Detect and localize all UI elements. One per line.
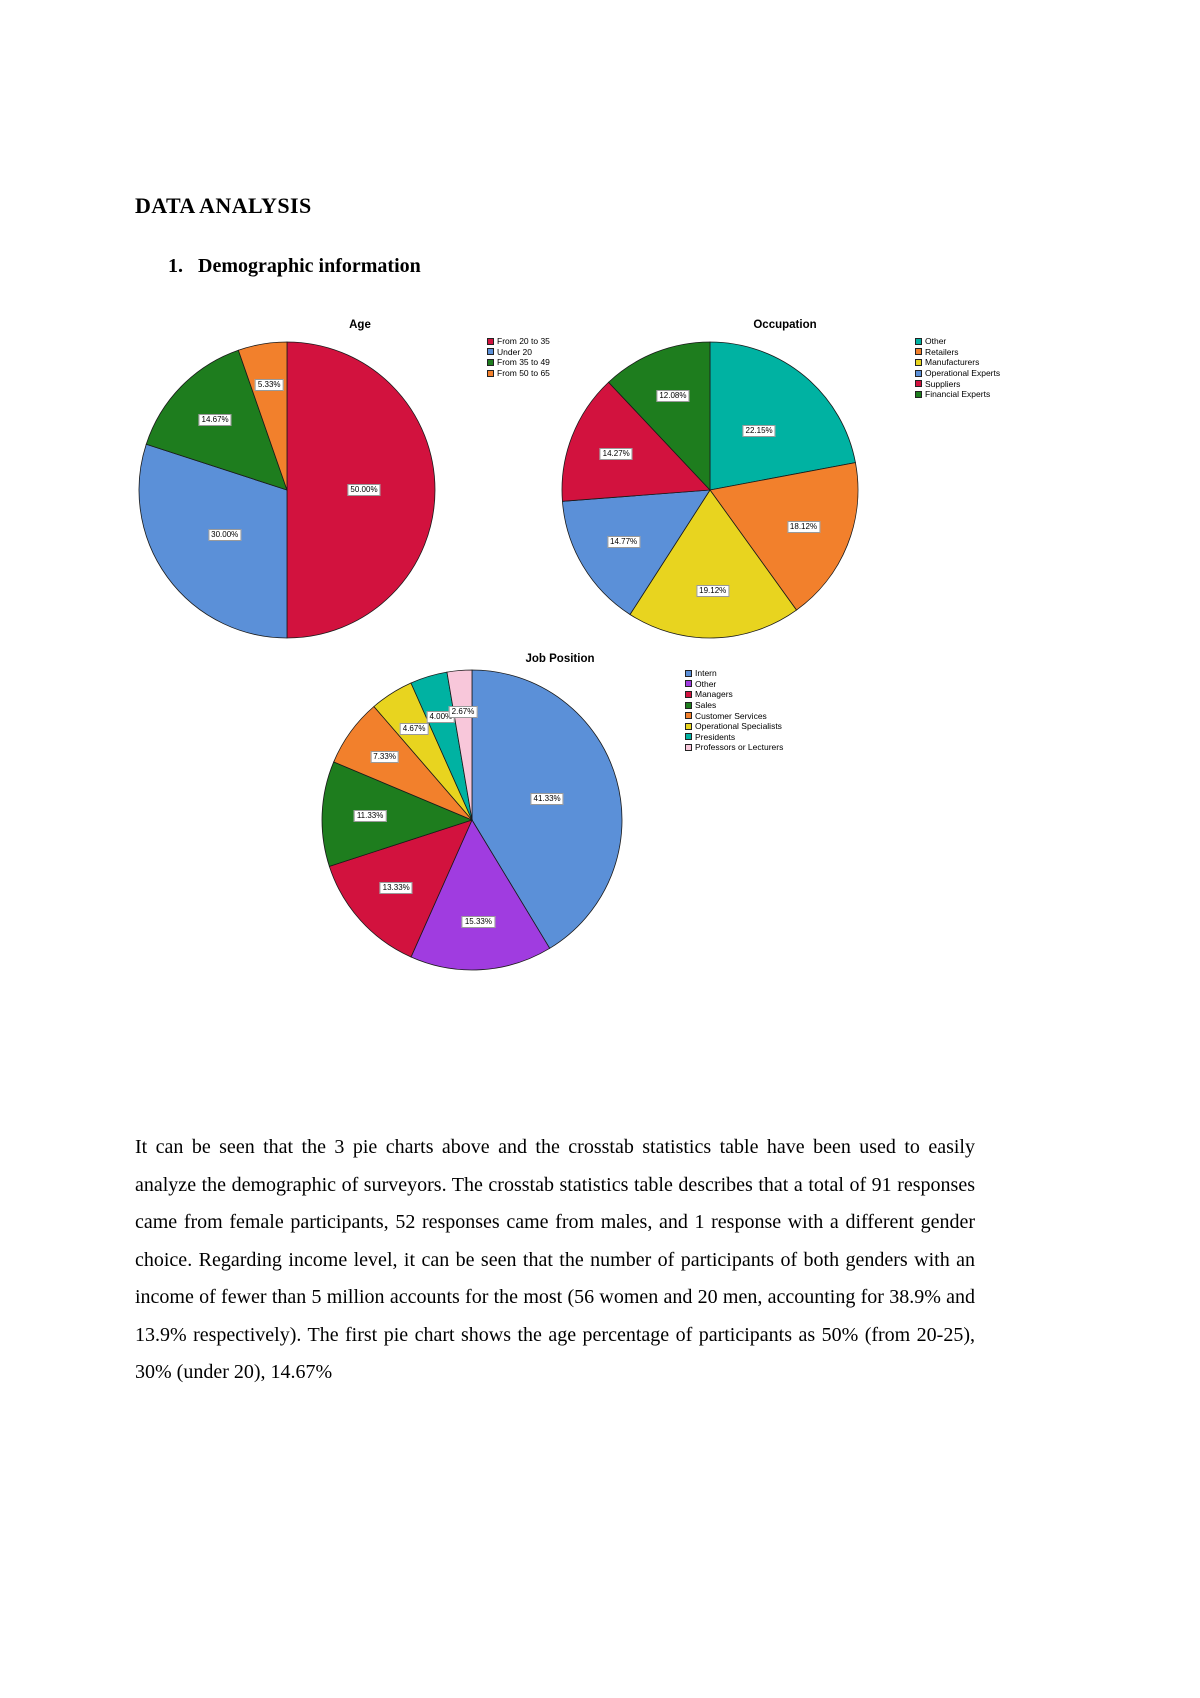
legend-swatch-icon bbox=[685, 701, 692, 709]
age-pie-chart: Age 50.00% 30.00% 14.67% 5.33% From 20 to 35 U… bbox=[135, 314, 585, 654]
slice-label-manufacturers: 19.12% bbox=[696, 584, 730, 597]
legend-label: Presidents bbox=[695, 731, 736, 742]
occupation-pie-chart: Occupation 22.15% 18.12% 19.12% 14.77% 14.27%… bbox=[560, 314, 1010, 654]
slice-label-professors-or-lecturers: 2.67% bbox=[448, 706, 478, 719]
legend-item-other: Other bbox=[915, 336, 1000, 347]
slice-label-suppliers: 14.27% bbox=[599, 447, 633, 460]
chart-legend: Other Retailers Manufacturers Operational E… bbox=[915, 336, 1000, 400]
pie-slice-other bbox=[410, 819, 551, 971]
legend-item-manufacturers: Manufacturers bbox=[915, 357, 1000, 368]
slice-label-from-50-to-65: 5.33% bbox=[254, 378, 284, 391]
legend-item-from-35-to-49: From 35 to 49 bbox=[487, 357, 550, 368]
pie-slice-suppliers bbox=[561, 381, 711, 502]
slice-label-intern: 41.33% bbox=[530, 793, 564, 805]
legend-label: From 20 to 35 bbox=[497, 336, 550, 347]
slice-label-from-35-to-49: 14.67% bbox=[198, 413, 232, 426]
legend-label: Other bbox=[925, 336, 947, 347]
section-number: 1. bbox=[168, 255, 183, 277]
legend-item-from-20-to-35: From 20 to 35 bbox=[487, 336, 550, 347]
legend-label: Under 20 bbox=[497, 346, 532, 357]
slice-label-sales: 11.33% bbox=[353, 809, 387, 822]
legend-label: Intern bbox=[695, 668, 717, 679]
legend-swatch-icon bbox=[685, 743, 692, 751]
slice-label-operational-experts: 14.77% bbox=[607, 535, 641, 548]
legend-swatch-icon bbox=[685, 690, 692, 698]
legend-item-suppliers: Suppliers bbox=[915, 378, 1000, 389]
legend-label: Operational Experts bbox=[925, 368, 1001, 379]
pie-slice-intern bbox=[471, 669, 623, 949]
legend-label: Manufacturers bbox=[925, 357, 980, 368]
slice-label-from-20-to-35: 50.00% bbox=[347, 484, 381, 496]
legend-label: Suppliers bbox=[925, 378, 961, 389]
legend-item-from-50-to-65: From 50 to 65 bbox=[487, 368, 550, 379]
legend-item-intern: Intern bbox=[685, 668, 783, 679]
legend-item-sales: Sales bbox=[685, 700, 783, 711]
legend-swatch-icon bbox=[487, 369, 494, 377]
doc-title: DATA ANALYSIS bbox=[135, 193, 312, 218]
slice-label-operational-specialists: 4.67% bbox=[399, 722, 429, 735]
legend-swatch-icon bbox=[685, 733, 692, 741]
pie-slice-manufacturers bbox=[629, 489, 798, 639]
legend-swatch-icon bbox=[915, 358, 922, 366]
legend-item-retailers: Retailers bbox=[915, 347, 1000, 358]
legend-swatch-icon bbox=[915, 337, 922, 345]
section-title: Demographic information bbox=[198, 255, 421, 277]
legend-swatch-icon bbox=[685, 669, 692, 677]
job-position-pie-chart: Job Position 41.33% 15.33% 13.33% 11.33% 7.33… bbox=[320, 648, 800, 993]
pie-svg bbox=[561, 341, 859, 639]
legend-item-professors-or-lecturers: Professors or Lecturers bbox=[685, 742, 783, 753]
legend-swatch-icon bbox=[685, 712, 692, 720]
slice-label-customer-services: 7.33% bbox=[370, 750, 399, 763]
legend-label: Operational Specialists bbox=[695, 721, 782, 732]
legend-label: Financial Experts bbox=[925, 389, 991, 400]
legend-swatch-icon bbox=[915, 380, 922, 388]
legend-swatch-icon bbox=[915, 369, 922, 377]
legend-swatch-icon bbox=[915, 348, 922, 356]
body-paragraph: It can be seen that the 3 pie charts abo… bbox=[135, 1136, 975, 1383]
legend-item-other: Other bbox=[685, 679, 783, 690]
legend-swatch-icon bbox=[915, 390, 922, 398]
chart-legend: Intern Other Managers Sales Customer Service… bbox=[685, 668, 783, 753]
legend-label: Professors or Lecturers bbox=[695, 742, 784, 753]
pie-slice-financial-experts bbox=[607, 341, 711, 492]
legend-label: From 35 to 49 bbox=[497, 357, 550, 368]
legend-swatch-icon bbox=[685, 722, 692, 730]
legend-item-presidents: Presidents bbox=[685, 732, 783, 743]
pie-slice-retailers bbox=[709, 462, 859, 611]
legend-swatch-icon bbox=[487, 337, 494, 345]
legend-item-under-20: Under 20 bbox=[487, 347, 550, 358]
legend-label: Managers bbox=[695, 689, 733, 700]
slice-label-other: 15.33% bbox=[461, 915, 495, 928]
chart-title: Job Position bbox=[525, 653, 595, 665]
slice-label-other: 22.15% bbox=[742, 424, 776, 437]
legend-swatch-icon bbox=[487, 358, 494, 366]
pie-slice-sales bbox=[321, 761, 474, 867]
legend-label: Retailers bbox=[925, 346, 959, 357]
legend-label: Other bbox=[695, 678, 717, 689]
chart-title: Age bbox=[349, 319, 371, 331]
legend-item-customer-services: Customer Services bbox=[685, 710, 783, 721]
section-heading: 1. Demographic information bbox=[168, 255, 421, 278]
legend-label: Customer Services bbox=[695, 710, 767, 721]
slice-label-presidents: 4.00% bbox=[426, 710, 456, 723]
legend-label: From 50 to 65 bbox=[497, 368, 550, 379]
chart-legend: From 20 to 35 Under 20 From 35 to 49 From 5… bbox=[487, 336, 550, 378]
legend-item-operational-experts: Operational Experts bbox=[915, 368, 1000, 379]
pie-svg bbox=[321, 669, 623, 971]
pie-slice-other bbox=[709, 341, 856, 491]
legend-swatch-icon bbox=[685, 680, 692, 688]
legend-item-operational-specialists: Operational Specialists bbox=[685, 721, 783, 732]
slice-label-retailers: 18.12% bbox=[786, 521, 821, 534]
chart-title: Occupation bbox=[753, 319, 817, 331]
legend-swatch-icon bbox=[487, 348, 494, 356]
slice-label-financial-experts: 12.08% bbox=[656, 390, 690, 403]
slice-label-under-20: 30.00% bbox=[208, 529, 242, 542]
legend-item-managers: Managers bbox=[685, 689, 783, 700]
slice-label-managers: 13.33% bbox=[379, 882, 413, 895]
legend-label: Sales bbox=[695, 700, 717, 711]
pie-slice-operational-experts bbox=[562, 489, 711, 616]
legend-item-financial-experts: Financial Experts bbox=[915, 389, 1000, 400]
